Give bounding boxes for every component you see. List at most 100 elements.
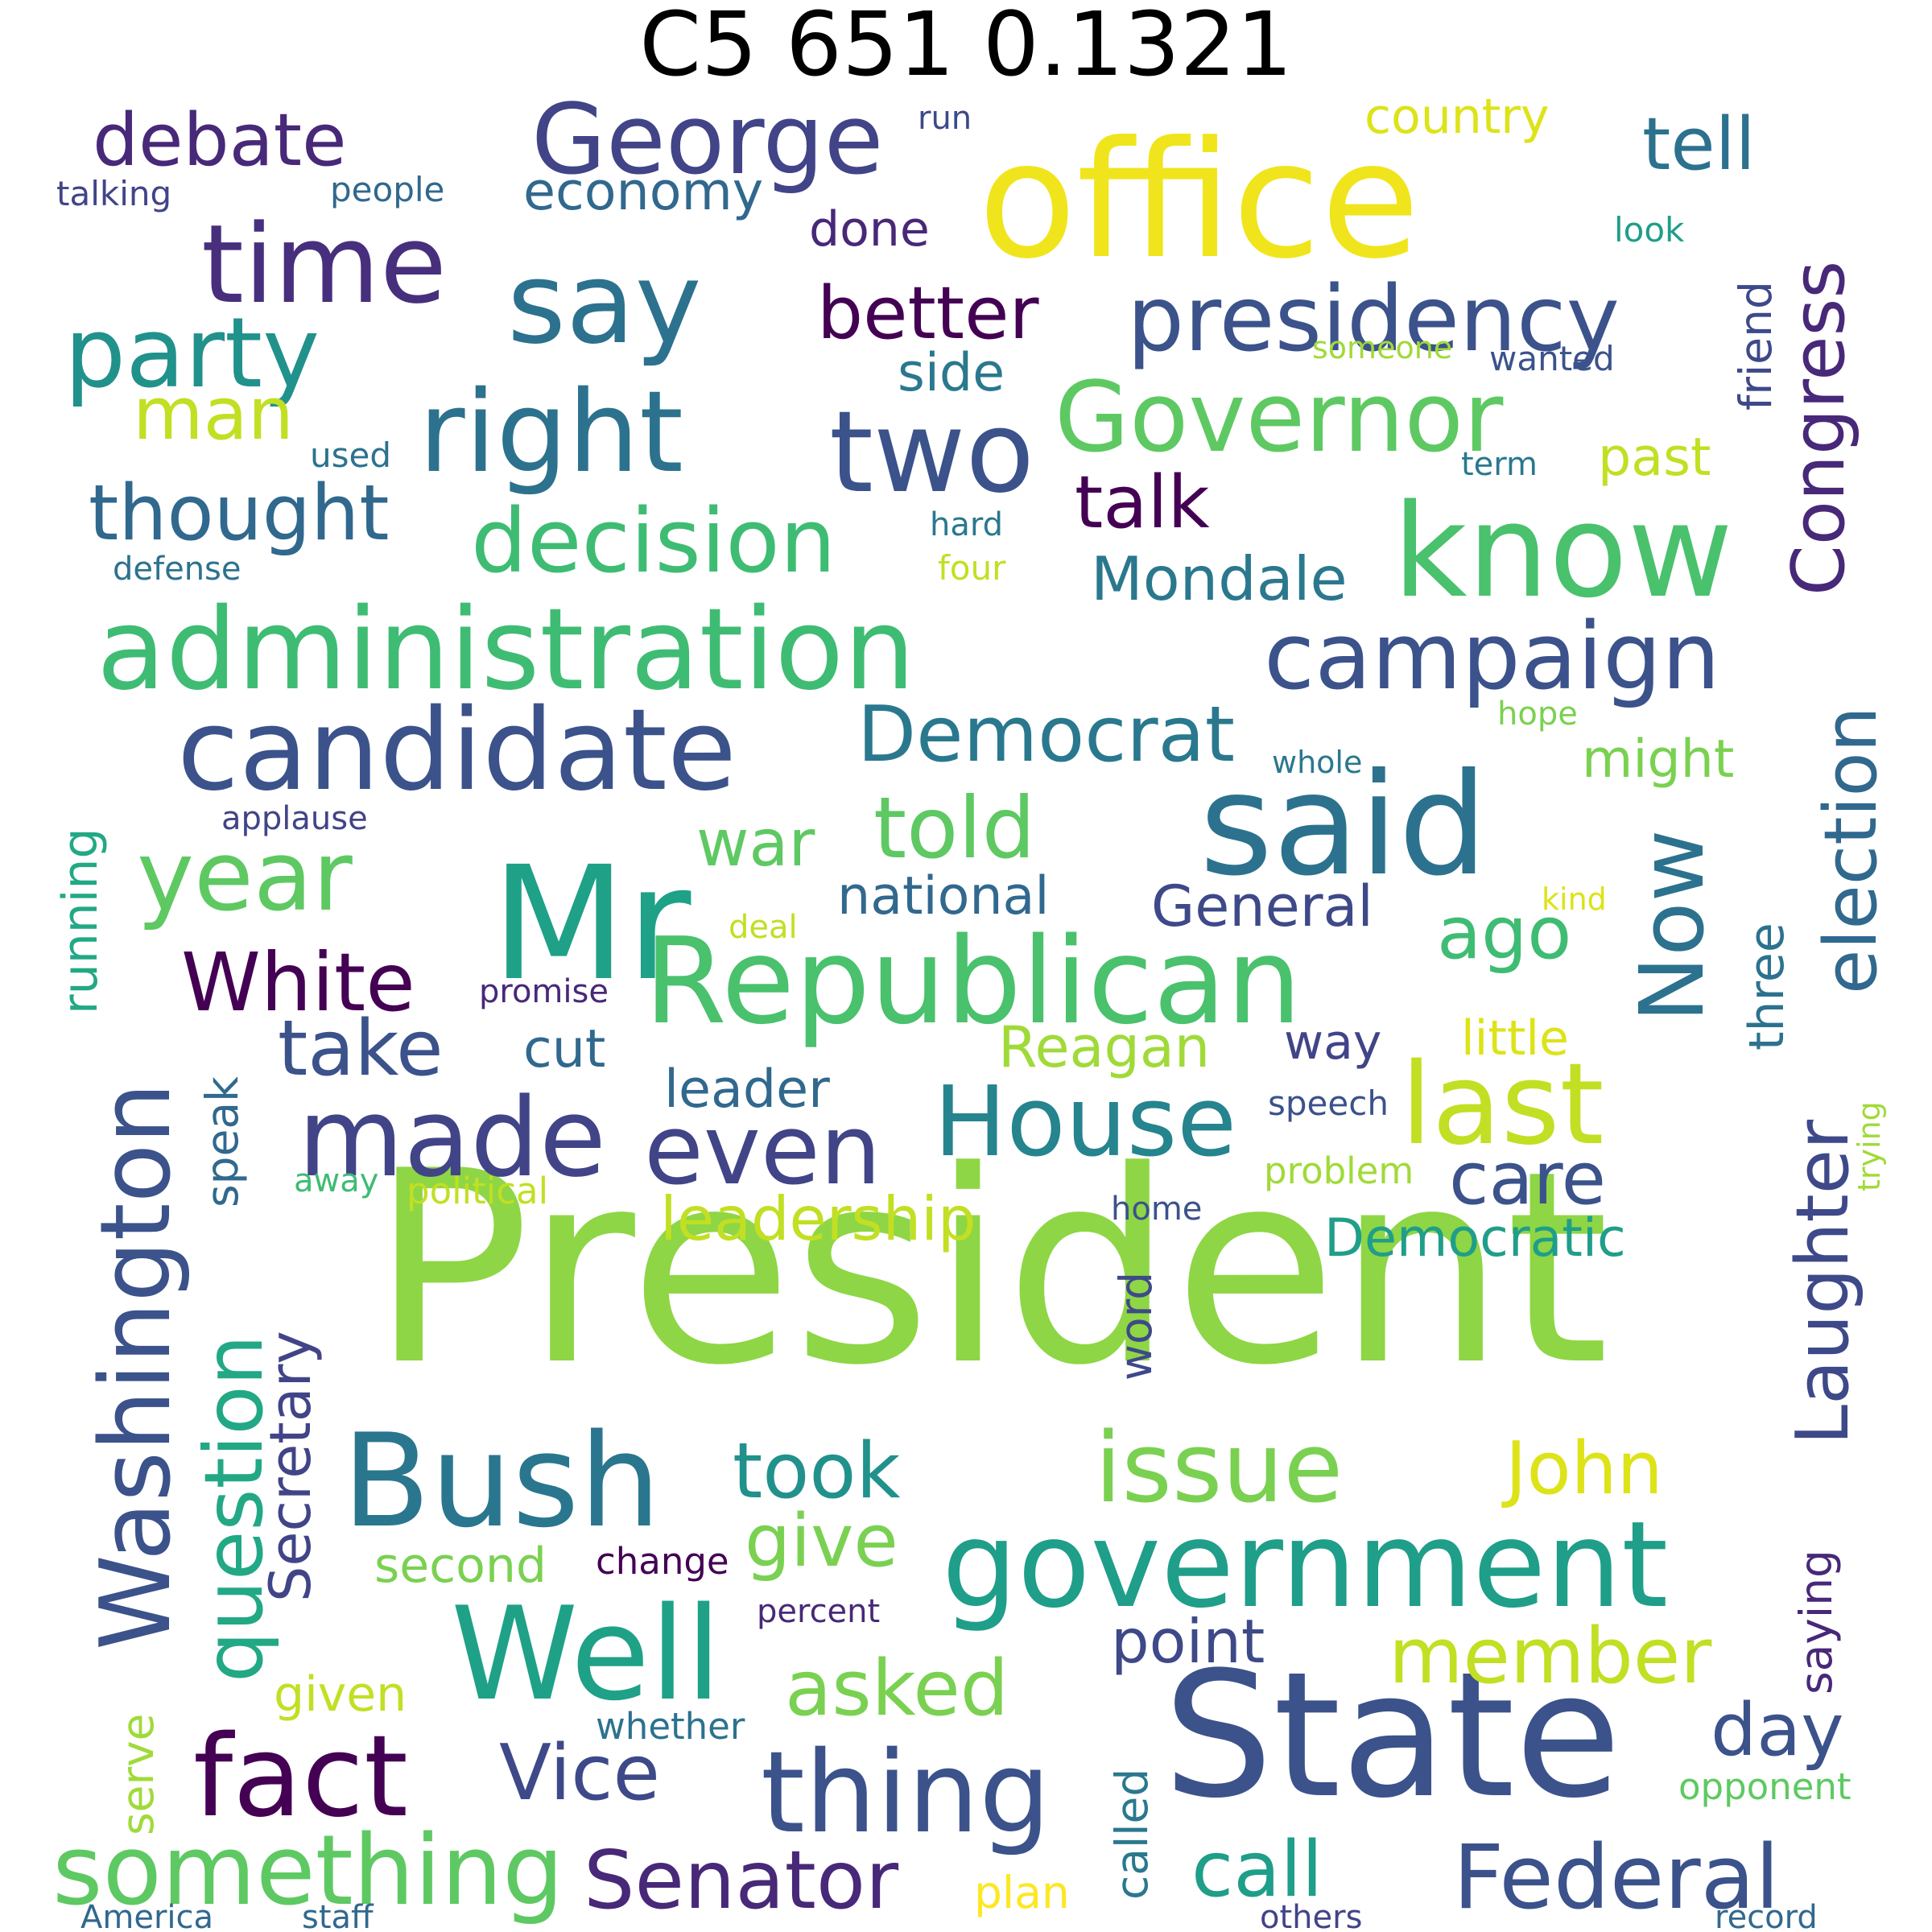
word-decision: decision: [471, 489, 836, 592]
word-trying: trying: [1852, 1101, 1887, 1191]
word-vice: Vice: [499, 1729, 660, 1818]
word-talk: talk: [1075, 460, 1210, 545]
word-party: party: [64, 298, 320, 410]
word-presidency: presidency: [1127, 267, 1620, 372]
word-debate: debate: [93, 98, 346, 183]
word-made: made: [298, 1075, 606, 1201]
word-word: word: [1110, 1272, 1162, 1381]
word-asked: asked: [785, 1645, 1009, 1733]
word-look: look: [1614, 210, 1685, 250]
word-national: national: [837, 866, 1049, 927]
word-congress: Congress: [1777, 261, 1861, 596]
word-others: others: [1260, 1899, 1362, 1932]
word-ago: ago: [1437, 891, 1571, 976]
word-state: State: [1163, 1634, 1621, 1836]
word-opponent: opponent: [1678, 1765, 1852, 1808]
word-run: run: [918, 100, 972, 137]
word-laughter: Laughter: [1781, 1120, 1865, 1445]
word-last: last: [1401, 1039, 1604, 1170]
word-tell: tell: [1642, 102, 1756, 187]
word-term: term: [1461, 446, 1538, 483]
word-done: done: [809, 201, 930, 258]
word-campaign: campaign: [1264, 603, 1720, 711]
word-war: war: [696, 806, 815, 881]
word-leader: leader: [664, 1059, 830, 1120]
word-speech: speech: [1268, 1084, 1389, 1123]
word-man: man: [133, 372, 294, 456]
word-record: record: [1715, 1899, 1818, 1932]
word-office: office: [978, 107, 1420, 295]
word-something: something: [52, 1815, 564, 1927]
word-call: call: [1191, 1826, 1323, 1914]
word-someone: someone: [1312, 330, 1452, 365]
word-time: time: [201, 201, 447, 328]
word-staff: staff: [302, 1899, 374, 1932]
word-washington: Washington: [80, 1083, 192, 1650]
word-white: White: [181, 935, 415, 1030]
word-four: four: [938, 548, 1006, 588]
word-cut: cut: [523, 1019, 605, 1080]
word-kind: kind: [1542, 881, 1607, 917]
word-applause: applause: [221, 800, 368, 837]
word-care: care: [1449, 1137, 1606, 1221]
word-point: point: [1111, 1606, 1265, 1677]
word-defense: defense: [113, 551, 242, 588]
word-bush: Bush: [342, 1406, 661, 1556]
word-president: President: [370, 1114, 1609, 1423]
word-three: three: [1739, 923, 1795, 1051]
word-used: used: [310, 436, 391, 475]
word-thought: thought: [89, 469, 390, 558]
word-even: even: [644, 1095, 881, 1207]
word-might: might: [1582, 729, 1734, 790]
word-problem: problem: [1264, 1150, 1414, 1192]
word-issue: issue: [1095, 1413, 1343, 1525]
word-federal: Federal: [1453, 1826, 1780, 1929]
word-democrat: Democrat: [857, 691, 1235, 779]
word-deal: deal: [729, 909, 798, 946]
word-given: given: [274, 1666, 407, 1723]
word-fact: fact: [193, 1711, 408, 1843]
word-wanted: wanted: [1489, 339, 1615, 378]
word-serve: serve: [112, 1714, 163, 1836]
word-candidate: candidate: [177, 685, 737, 816]
word-talking: talking: [56, 174, 171, 213]
word-friend: friend: [1730, 281, 1781, 411]
word-saying: saying: [1790, 1550, 1842, 1695]
word-thing: thing: [761, 1728, 1051, 1859]
word-running: running: [52, 828, 109, 1014]
word-question: question: [187, 1335, 281, 1682]
word-secretary: Secretary: [258, 1331, 324, 1602]
word-better: better: [817, 271, 1038, 356]
word-right: right: [419, 367, 683, 498]
word-economy: economy: [523, 162, 763, 222]
word-plan: plan: [974, 1867, 1070, 1918]
word-hard: hard: [930, 506, 1003, 543]
word-senator: Senator: [584, 1833, 899, 1927]
word-george: George: [531, 85, 883, 196]
word-mondale: Mondale: [1091, 543, 1348, 614]
word-say: say: [507, 238, 702, 369]
word-past: past: [1598, 427, 1711, 488]
word-two: two: [829, 387, 1034, 518]
word-house: House: [934, 1067, 1236, 1179]
word-election: election: [1809, 706, 1893, 994]
word-general: General: [1151, 873, 1373, 939]
word-give: give: [745, 1499, 898, 1583]
word-told: told: [873, 779, 1035, 877]
word-promise: promise: [479, 973, 609, 1010]
word-second: second: [374, 1538, 547, 1594]
word-governor: Governor: [1055, 362, 1504, 474]
word-said: said: [1199, 744, 1488, 907]
word-know: know: [1393, 476, 1733, 626]
word-whole: whole: [1272, 745, 1362, 780]
word-called: called: [1106, 1769, 1158, 1900]
word-well: Well: [451, 1579, 721, 1729]
word-way: way: [1284, 1014, 1381, 1071]
page-title: C5 651 0.1321: [639, 0, 1293, 96]
word-leadership: leadership: [660, 1183, 976, 1254]
word-country: country: [1364, 89, 1549, 145]
word-government: government: [942, 1496, 1668, 1634]
word-republican: Republican: [644, 912, 1302, 1051]
word-took: took: [733, 1427, 901, 1516]
